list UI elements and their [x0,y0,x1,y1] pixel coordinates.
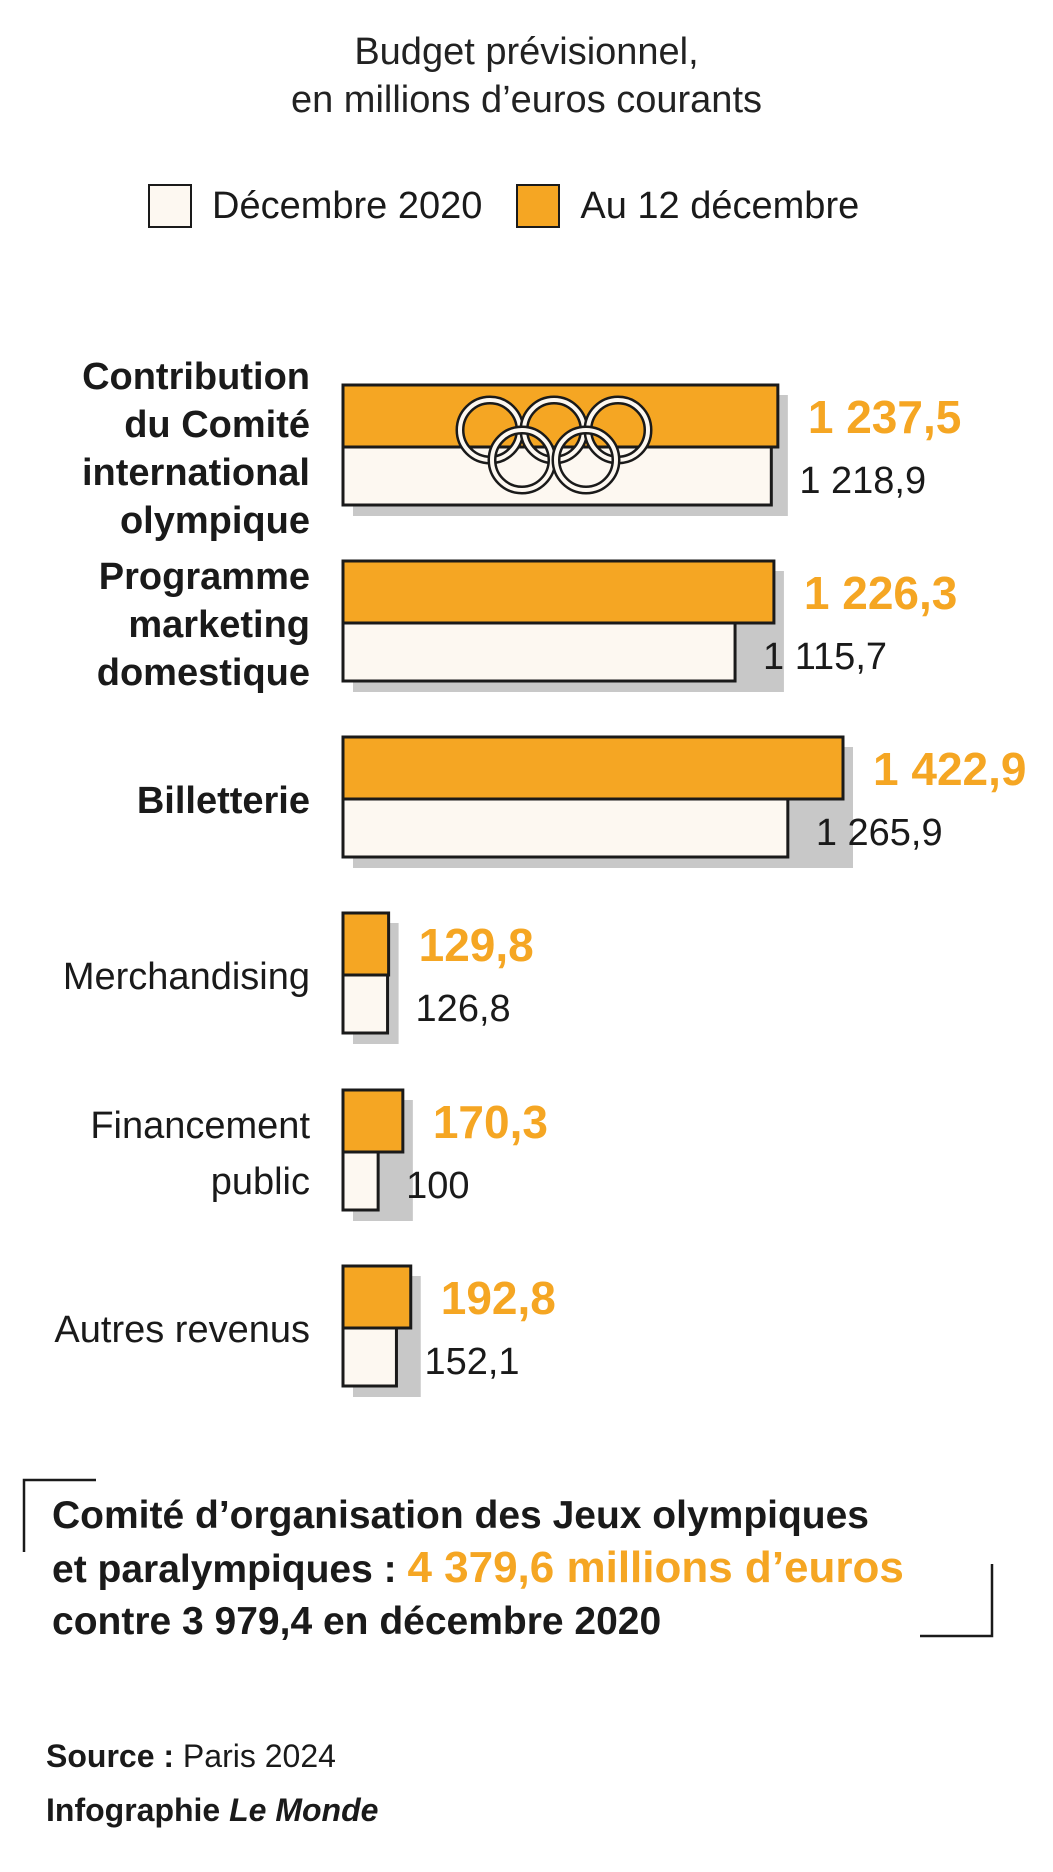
chart-title: Budget prévisionnel, en millions d’euros… [0,28,1053,124]
olympic-ring [554,428,618,492]
value-label-previous: 100 [406,1165,469,1207]
value-label-previous: 152,1 [424,1341,519,1383]
legend-swatch-previous [148,184,192,228]
bar-au-12-decembre [341,559,776,625]
bar-au-12-decembre [341,735,845,801]
value-label-current: 129,8 [419,919,534,971]
credit-brand: Le Monde [229,1792,379,1828]
bar-au-12-decembre [341,1264,413,1330]
category-label: Billetterie [137,780,310,822]
category-label: olympique [120,500,310,542]
bar-au-12-decembre [341,1088,405,1154]
value-label-previous: 1 218,9 [799,460,926,502]
value-label-current: 1 422,9 [873,743,1026,795]
footer-line-3: contre 3 979,4 en décembre 2020 [52,1600,662,1643]
bar-decembre-2020 [341,973,390,1035]
bar-decembre-2020 [341,797,790,859]
legend-label-current: Au 12 décembre [580,184,860,227]
value-label-current: 170,3 [433,1096,548,1148]
legend-swatch-current [516,184,561,228]
category-label: Financement [90,1105,310,1147]
category-label: domestique [97,652,310,694]
value-label-current: 1 237,5 [808,391,961,443]
bar-chart: 1 237,5 1 218,9 Contribution du Comité inter… [54,356,1026,1397]
source-value: Paris 2024 [182,1738,336,1774]
value-label-current: 1 226,3 [804,567,957,619]
olympic-rings-icon [455,395,653,495]
value-label-current: 192,8 [441,1272,556,1324]
footer-frame [22,1478,994,1638]
title-line-2: en millions d’euros courants [290,79,762,121]
category-label: Programme [99,556,310,598]
footer-summary: Comité d’organisation des Jeux olympique… [52,1490,904,1648]
legend-item-previous: Décembre 2020 [148,184,482,228]
category-label: international [82,452,310,494]
value-label-previous: 1 265,9 [816,812,943,854]
category-label: Merchandising [63,956,310,998]
title-line-1: Budget prévisionnel, [354,31,699,73]
bar-decembre-2020 [341,1150,380,1212]
category-label: du Comité [124,404,310,446]
bar-au-12-decembre [341,383,780,449]
category-label: Contribution [82,356,310,398]
source-label: Source : [46,1738,175,1774]
legend: Décembre 2020 Au 12 décembre [148,180,893,232]
category-label: public [211,1161,310,1203]
legend-item-current: Au 12 décembre [516,184,859,228]
footer-total-highlight: 4 379,6 millions d’euros [407,1543,904,1592]
category-label: Autres revenus [54,1309,310,1351]
footer-line-1: Comité d’organisation des Jeux olympique… [52,1494,870,1537]
footer-line-2: et paralympiques : 4 379,6 millions d’eu… [52,1542,904,1596]
category-label: marketing [128,604,310,646]
value-label-previous: 1 115,7 [763,636,887,678]
credit-prefix: Infographie [46,1792,230,1828]
credit-line: Infographie Le Monde [46,1792,378,1829]
bar-decembre-2020 [341,621,737,683]
source-line: Source : Paris 2024 [46,1738,336,1775]
footer-line-2-prefix: et paralympiques : [52,1548,408,1591]
bar-au-12-decembre [341,911,391,977]
value-label-previous: 126,8 [416,988,511,1030]
bar-decembre-2020 [341,1326,398,1388]
legend-label-previous: Décembre 2020 [212,184,483,227]
